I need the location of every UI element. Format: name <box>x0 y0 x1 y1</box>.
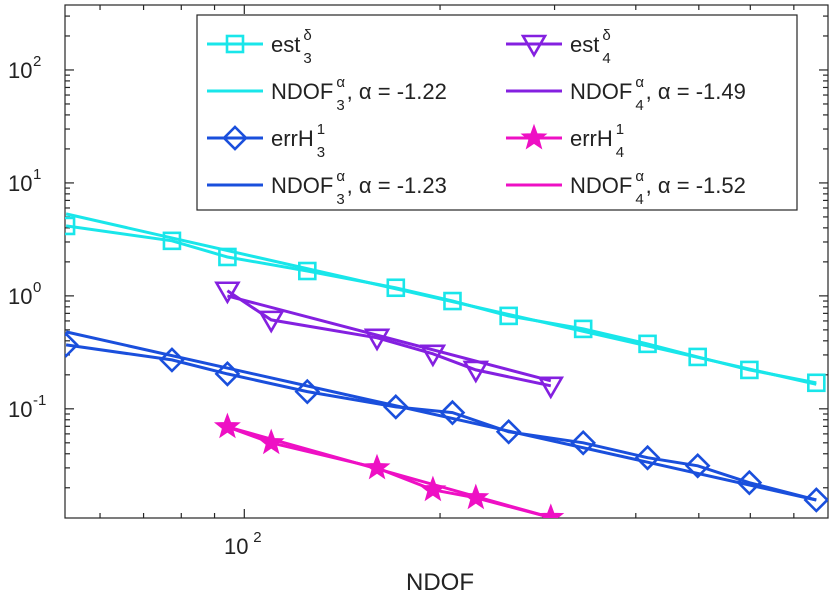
legend-label: est <box>570 32 599 57</box>
legend-sub: 4 <box>602 50 610 67</box>
legend-label: NDOF <box>271 79 333 104</box>
x-axis-label: NDOF <box>406 569 474 596</box>
legend-sup: 1 <box>317 121 325 138</box>
legend-suffix: , α = -1.52 <box>646 173 746 198</box>
x-tick-exponent: 2 <box>253 529 261 546</box>
plot-area <box>65 212 828 518</box>
legend-sup: δ <box>602 27 610 44</box>
plot-frame <box>64 4 829 519</box>
marker-diamond <box>570 429 597 456</box>
marker-triangle <box>214 281 241 305</box>
marker-diamond <box>684 452 711 479</box>
legend-sub: 4 <box>635 97 643 114</box>
y-tick-label: 10 <box>8 284 32 309</box>
series-line <box>65 330 817 502</box>
marker-star <box>363 453 391 480</box>
legend-box <box>196 14 798 211</box>
y-tick-label: 10 <box>8 397 32 422</box>
legend-sub: 4 <box>616 144 624 161</box>
y-tick-exponent: 1 <box>33 166 41 183</box>
legend-suffix: , α = -1.23 <box>347 173 447 198</box>
series-line <box>226 289 552 388</box>
legend-sup: 1 <box>616 121 624 138</box>
marker-diamond <box>803 487 828 513</box>
legend-sup: α <box>635 168 644 185</box>
series-line <box>227 294 552 383</box>
y-tick-label: 10 <box>8 58 32 83</box>
marker-star <box>520 123 548 150</box>
legend-sup: α <box>635 74 644 91</box>
series-line <box>65 212 817 386</box>
series-line <box>226 425 552 518</box>
marker-star <box>257 428 285 455</box>
legend-sub: 3 <box>303 50 311 67</box>
legend-sup: α <box>336 168 345 185</box>
marker-triangle <box>363 328 391 352</box>
legend-label: errH <box>271 126 314 151</box>
legend-sup: δ <box>303 27 311 44</box>
legend-label: NDOF <box>271 173 333 198</box>
marker-diamond <box>634 444 661 471</box>
marker-diamond <box>736 469 763 496</box>
marker-triangle <box>419 344 447 368</box>
y-tick-exponent: 2 <box>33 53 41 70</box>
marker-triangle <box>520 34 548 58</box>
legend-sub: 4 <box>635 191 643 208</box>
legend-label: est <box>271 32 300 57</box>
y-tick-exponent: 0 <box>33 279 41 296</box>
legend-label: NDOF <box>570 173 632 198</box>
legend-label: NDOF <box>570 79 632 104</box>
marker-star <box>213 412 241 439</box>
y-tick-label: 10 <box>8 171 32 196</box>
legend-suffix: , α = -1.49 <box>646 79 746 104</box>
legend-label: errH <box>570 126 613 151</box>
legend-sub: 3 <box>336 97 344 114</box>
y-tick-exponent: -1 <box>33 392 46 409</box>
marker-triangle <box>537 376 565 400</box>
marker-diamond <box>439 399 466 426</box>
legend-suffix: , α = -1.22 <box>347 79 447 104</box>
x-tick-label: 10 <box>224 534 248 559</box>
legend-sub: 3 <box>336 191 344 208</box>
marker-square <box>65 216 76 236</box>
series-line <box>65 343 817 502</box>
legend-sup: α <box>336 74 345 91</box>
marker-triangle <box>257 310 285 334</box>
marker-square <box>225 34 245 54</box>
marker-diamond <box>222 125 248 151</box>
legend-sub: 3 <box>317 144 325 161</box>
marker-diamond <box>65 332 79 358</box>
marker-square <box>218 247 237 267</box>
